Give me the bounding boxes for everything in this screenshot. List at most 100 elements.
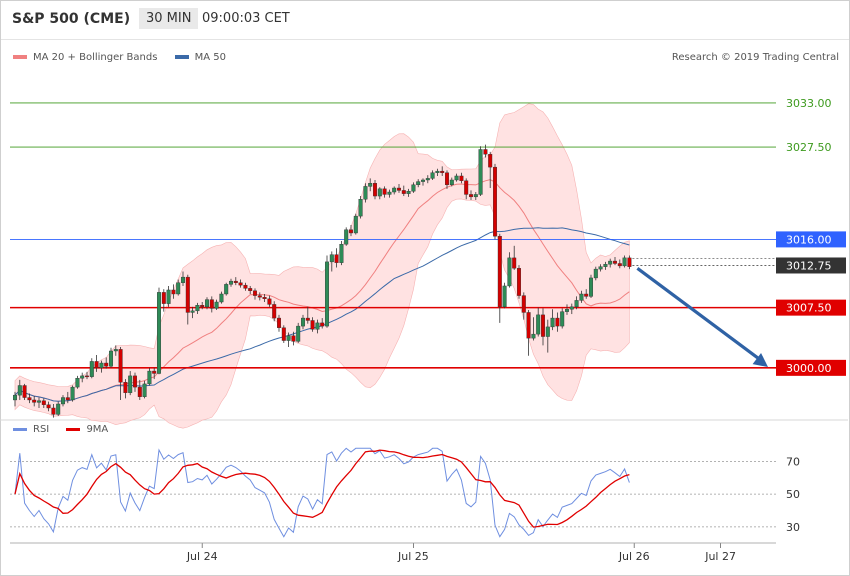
candle-body <box>406 191 411 194</box>
candle-body <box>277 317 282 328</box>
rsi-line <box>14 447 630 538</box>
rsi-swatch <box>13 427 27 431</box>
candle-body <box>497 235 502 308</box>
candle-body <box>397 187 402 191</box>
candle-body <box>310 320 315 330</box>
candle-body <box>598 266 603 270</box>
level-label-bg-0 <box>776 94 846 111</box>
level-label-1: 3027.50 <box>786 141 832 154</box>
candle-body <box>545 326 550 337</box>
candle-body <box>128 375 133 393</box>
candle-body <box>65 397 70 401</box>
candle-body <box>132 375 137 388</box>
x-tick-label: Jul 24 <box>186 550 218 563</box>
candle-body <box>142 383 147 397</box>
candle-body <box>56 403 61 415</box>
candle-body <box>334 254 339 263</box>
candle-body <box>152 370 157 374</box>
candle-body <box>176 282 181 295</box>
candle-body <box>469 194 474 198</box>
candle-body <box>574 300 579 308</box>
candle-body <box>517 268 522 296</box>
level-label-3: 3007.50 <box>786 302 832 315</box>
timestamp: 09:00:03 CET <box>202 11 290 26</box>
candle-body <box>416 181 421 186</box>
candle-body <box>536 314 541 335</box>
candle-body <box>214 301 219 309</box>
candle-body <box>478 149 483 195</box>
rsi-tick-label: 30 <box>786 521 800 534</box>
candle-body <box>51 407 56 415</box>
candle-body <box>488 154 493 168</box>
candle-body <box>493 166 498 237</box>
x-tick-label: Jul 25 <box>397 550 429 563</box>
candle-body <box>608 260 613 265</box>
candle-body <box>411 184 416 192</box>
candle-body <box>195 305 200 312</box>
candle-body <box>363 186 368 200</box>
timeframe-badge[interactable]: 30 MIN <box>139 8 199 29</box>
candle-body <box>296 325 301 342</box>
candle-body <box>565 309 570 312</box>
level-label-0: 3033.00 <box>786 97 832 110</box>
candle-body <box>613 260 618 264</box>
candle-body <box>459 175 464 181</box>
candle-body <box>593 268 598 279</box>
candle-body <box>483 149 488 155</box>
chart-header: S&P 500 (CME) 30 MIN 09:00:03 CET <box>1 1 849 40</box>
candle-body <box>440 170 445 173</box>
x-tick-label: Jul 26 <box>618 550 650 563</box>
candle-body <box>272 304 277 319</box>
candle-body <box>233 280 238 283</box>
forecast-arrow-head <box>752 353 768 368</box>
level-label-bg-2 <box>776 231 846 248</box>
candle-body <box>252 290 257 296</box>
rsi-ma-line <box>14 449 630 528</box>
ma20-line <box>14 179 630 402</box>
rsi-ma-swatch <box>66 427 81 431</box>
candle-body <box>435 170 440 173</box>
candle-body <box>22 385 27 398</box>
candle-body <box>526 312 531 339</box>
candle-body <box>617 263 622 267</box>
candle-body <box>329 254 334 263</box>
candle-body <box>502 285 507 308</box>
candle-body <box>209 299 214 309</box>
candle-body <box>12 394 17 401</box>
candle-body <box>137 386 142 397</box>
candle-body <box>555 317 560 327</box>
level-label-4: 3000.00 <box>786 362 832 375</box>
candle-body <box>104 362 109 367</box>
candle-body <box>603 264 608 267</box>
candle-body <box>305 317 310 321</box>
rsi-legend: RSI 9MA <box>13 424 122 435</box>
ma20-swatch <box>13 55 27 59</box>
candle-body <box>238 282 243 286</box>
level-label-bg-3 <box>776 299 846 316</box>
candle-body <box>267 298 272 305</box>
candle-body <box>454 175 459 181</box>
legend-ma50: MA 50 <box>174 52 226 63</box>
x-tick-label: Jul 27 <box>704 550 736 563</box>
candle-body <box>123 382 128 393</box>
candle-body <box>257 295 262 298</box>
candle-body <box>373 182 378 197</box>
last-price-label-bg <box>776 257 846 274</box>
candle-body <box>430 172 435 179</box>
candle-body <box>248 288 253 291</box>
candle-body <box>286 335 291 341</box>
legend-ma20-label: MA 20 + Bollinger Bands <box>33 52 158 63</box>
candle-body <box>377 188 382 197</box>
candle-body <box>382 188 387 195</box>
candle-body <box>204 299 209 308</box>
candle-body <box>325 261 330 327</box>
candle-body <box>392 187 397 193</box>
candle-body <box>156 292 161 374</box>
candle-body <box>185 276 190 313</box>
candle-body <box>147 370 152 385</box>
candle-body <box>27 397 32 401</box>
ma50-swatch <box>174 55 189 59</box>
candle-body <box>445 172 450 186</box>
